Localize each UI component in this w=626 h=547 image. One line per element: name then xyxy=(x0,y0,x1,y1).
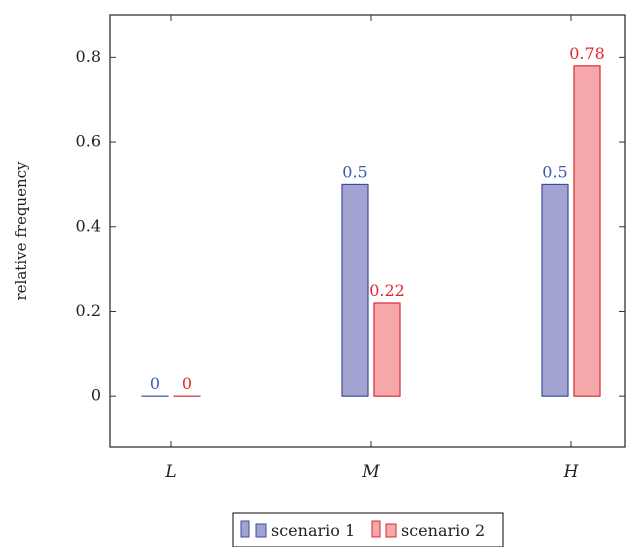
legend-swatch-scenario-1-a xyxy=(240,520,250,538)
data-labels: 0 0.5 0.5 0 0.22 0.78 xyxy=(150,44,605,393)
x-category-label: M xyxy=(361,462,380,482)
bar-series xyxy=(141,65,601,397)
x-category-label: L xyxy=(164,462,176,482)
bar-scenario-1-M xyxy=(341,183,369,397)
bar-scenario-2-H xyxy=(573,65,601,397)
plot-frame xyxy=(109,14,626,448)
y-tick-label: 0.6 xyxy=(76,132,101,151)
y-tick-label: 0 xyxy=(91,386,101,405)
y-axis-ticks: 0 0.2 0.4 0.6 0.8 xyxy=(76,47,625,405)
legend-swatch-scenario-2-b xyxy=(385,523,397,538)
legend-label-scenario-1: scenario 1 xyxy=(271,521,355,540)
data-label-scenario-2-L: 0 xyxy=(182,374,192,393)
legend-label-scenario-2: scenario 2 xyxy=(401,521,485,540)
data-label-scenario-2-H: 0.78 xyxy=(569,44,605,63)
data-label-scenario-1-L: 0 xyxy=(150,374,160,393)
data-label-scenario-2-M: 0.22 xyxy=(369,281,405,300)
legend: scenario 1 scenario 2 xyxy=(232,512,504,547)
x-category-label: H xyxy=(563,462,580,482)
bar-scenario-2-M xyxy=(373,302,401,397)
legend-item-scenario-2: scenario 2 xyxy=(371,520,485,540)
y-tick-label: 0.8 xyxy=(76,47,101,66)
legend-swatch-scenario-1-b xyxy=(255,523,267,538)
legend-box xyxy=(232,512,504,547)
legend-item-scenario-1: scenario 1 xyxy=(240,520,355,540)
bar-scenario-1-H xyxy=(541,183,569,397)
y-tick-label: 0.2 xyxy=(76,301,101,320)
data-label-scenario-1-M: 0.5 xyxy=(342,162,367,181)
y-tick-label: 0.4 xyxy=(76,216,101,235)
data-label-scenario-1-H: 0.5 xyxy=(542,162,567,181)
legend-swatch-scenario-2-a xyxy=(371,520,381,538)
y-axis-label: relative frequency xyxy=(12,161,30,301)
